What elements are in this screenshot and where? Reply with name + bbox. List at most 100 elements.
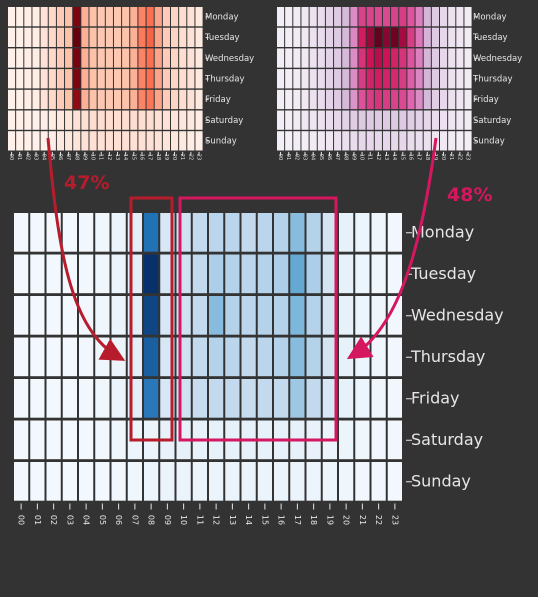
x-tick-label: 04: [82, 515, 91, 525]
heatmap-cell: [464, 7, 472, 27]
x-tick-label: 13: [228, 515, 237, 525]
heatmap-cell: [277, 110, 285, 130]
heatmap-cell: [111, 213, 126, 252]
x-tick-label: 18: [309, 515, 318, 525]
heatmap-cell: [73, 89, 81, 110]
heatmap-cell: [16, 69, 24, 89]
arrow-red: [46, 137, 126, 361]
heatmap-cell: [24, 48, 32, 68]
heatmap-cell: [16, 27, 24, 47]
y-tick-label: Tuesday: [410, 264, 476, 283]
heatmap-cell: [46, 254, 61, 294]
heatmap-cell: [241, 462, 256, 501]
heatmap-cell: [285, 110, 293, 130]
heatmap-cell: [374, 48, 382, 68]
heatmap-cell: [138, 27, 146, 47]
heatmap-cell: [62, 296, 77, 335]
heatmap-cell: [179, 131, 187, 151]
heatmap-cell: [415, 131, 423, 151]
heatmap-cell: [440, 89, 448, 110]
heatmap-cell: [62, 462, 77, 501]
heatmap-cell: [358, 89, 366, 110]
heatmap-cell: [371, 337, 386, 377]
heatmap-cell: [144, 337, 159, 377]
heatmap-cell: [162, 48, 170, 68]
heatmap-cell: [48, 48, 56, 68]
heatmap-cell: [464, 89, 472, 110]
x-tick-label: 02: [293, 154, 299, 160]
x-tick-label: 20: [440, 154, 446, 160]
x-tick-label: 22: [187, 154, 193, 160]
heatmap-cell: [440, 7, 448, 27]
heatmap-cell: [24, 27, 32, 47]
heatmap-cell: [440, 110, 448, 130]
heatmap-cell: [407, 89, 415, 110]
heatmap-cell: [79, 254, 94, 294]
heatmap-cell: [130, 69, 138, 89]
heatmap-cell: [241, 213, 256, 252]
heatmap-cell: [448, 7, 456, 27]
heatmap-cell: [65, 131, 73, 151]
heatmap-cell: [192, 213, 207, 252]
heatmap-cell: [399, 7, 407, 27]
heatmap-cell: [154, 7, 162, 27]
x-tick-label: 20: [171, 154, 177, 160]
heatmap-cell: [146, 69, 154, 89]
heatmap-cell: [342, 110, 350, 130]
x-tick-label: 15: [130, 154, 136, 160]
heatmap-cell: [391, 7, 399, 27]
heatmap-cell: [111, 379, 126, 418]
x-tick-label: 01: [285, 154, 291, 160]
heatmap-cell: [407, 131, 415, 151]
heatmap-cell: [179, 27, 187, 47]
heatmap-cell: [73, 48, 81, 68]
y-tick-label: Friday: [473, 95, 499, 105]
heatmap-cell: [130, 7, 138, 27]
heatmap-cell: [350, 110, 358, 130]
x-tick-label: 16: [407, 154, 413, 160]
heatmap-cell: [154, 48, 162, 68]
heatmap-cell: [448, 48, 456, 68]
heatmap-cell: [342, 69, 350, 89]
heatmap-cell: [334, 69, 342, 89]
heatmap-cell: [464, 131, 472, 151]
heatmap-cell: [322, 254, 337, 294]
x-tick-label: 08: [73, 154, 79, 160]
x-tick-label: 11: [195, 515, 204, 525]
heatmap-cell: [355, 420, 370, 460]
heatmap-cell: [195, 89, 203, 110]
heatmap-cell: [371, 420, 386, 460]
heatmap-cell: [144, 213, 159, 252]
purd-heatmap: Monday Tuesday Wednesday Thursday Friday Satu…: [277, 7, 522, 160]
heatmap-cell: [73, 110, 81, 130]
heatmap-cell: [387, 213, 402, 252]
heatmap-cell: [456, 27, 464, 47]
heatmap-cell: [382, 27, 391, 47]
heatmap-cell: [95, 254, 110, 294]
heatmap-cell: [415, 110, 423, 130]
heatmap-cell: [154, 110, 162, 130]
heatmap-cell: [423, 48, 431, 68]
heatmap-cell: [89, 27, 97, 47]
heatmap-cell: [225, 337, 240, 377]
y-tick-label: Sunday: [205, 137, 237, 147]
heatmap-cell: [162, 7, 170, 27]
heatmap-cell: [257, 296, 272, 335]
heatmap-cell: [81, 110, 89, 130]
heatmap-cell: [179, 69, 187, 89]
heatmap-cell: [122, 27, 130, 47]
heatmap-cell: [171, 48, 179, 68]
heatmap-cell: [464, 69, 472, 89]
heatmap-cell: [171, 131, 179, 151]
heatmap-cell: [309, 89, 317, 110]
heatmap-cell: [225, 296, 240, 335]
heatmap-cell: [195, 110, 203, 130]
x-tick-label: 12: [212, 515, 221, 525]
x-tick-label: 21: [448, 154, 454, 160]
heatmap-cell: [14, 420, 29, 460]
heatmap-cell: [113, 110, 122, 130]
heatmap-cell: [342, 89, 350, 110]
heatmap-cell: [192, 462, 207, 501]
heatmap-cell: [366, 69, 374, 89]
heatmap-cell: [46, 379, 61, 418]
